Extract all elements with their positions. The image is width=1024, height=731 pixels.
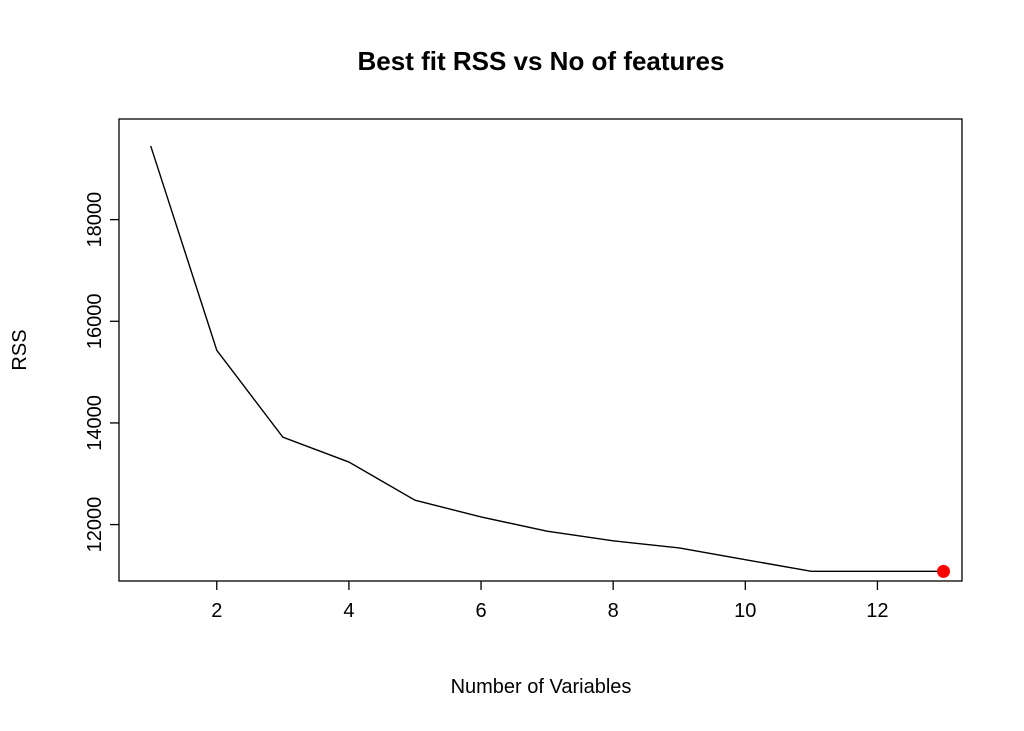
series-layer xyxy=(150,145,951,578)
x-axis-label: Number of Variables xyxy=(451,676,632,698)
x-tick-label: 12 xyxy=(866,600,888,622)
y-tick-label: 14000 xyxy=(84,395,106,451)
plot-frame xyxy=(118,118,963,582)
x-tick-label: 6 xyxy=(475,600,486,622)
chart-title: Best fit RSS vs No of features xyxy=(358,46,725,76)
x-axis: 2 4 6 8 10 12 xyxy=(211,581,889,622)
y-axis: 12000 14000 16000 18000 xyxy=(84,192,119,553)
y-tick-label: 18000 xyxy=(84,192,106,248)
y-tick-label: 16000 xyxy=(84,293,106,349)
x-tick-label: 8 xyxy=(608,600,619,622)
y-axis-label: RSS xyxy=(9,329,31,370)
y-tick-label: 12000 xyxy=(84,497,106,553)
min-rss-point xyxy=(937,564,951,578)
rss-line xyxy=(150,145,944,573)
x-tick-label: 10 xyxy=(734,600,756,622)
x-tick-label: 4 xyxy=(343,600,354,622)
x-tick-label: 2 xyxy=(211,600,222,622)
